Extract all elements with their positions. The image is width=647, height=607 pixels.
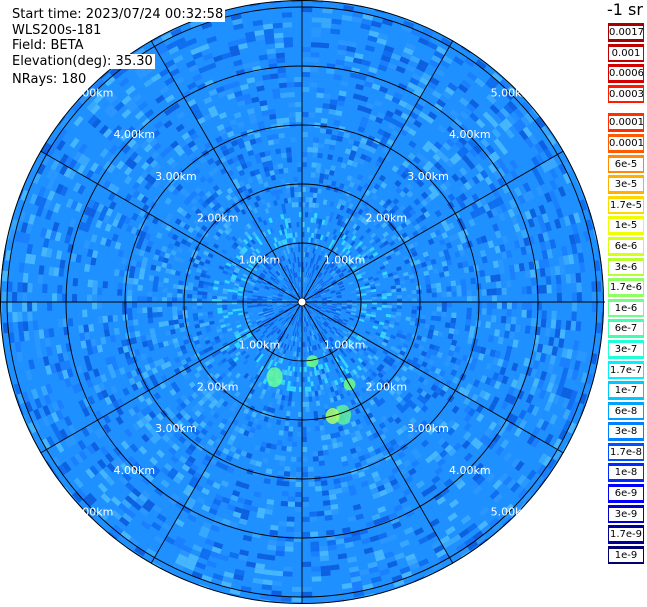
colorbar-tick-label: 1.7e-6 xyxy=(609,281,643,295)
colorbar-tick-label: 1e-9 xyxy=(609,548,643,562)
range-label: 2.00km xyxy=(366,212,408,225)
colorbar-tick-label: 0.0003 xyxy=(609,87,643,101)
colorbar-tick-label: 1.7e-5 xyxy=(609,198,643,212)
instrument-label: WLS200s-181 xyxy=(10,23,104,38)
colorbar-swatch: 3e-7 xyxy=(607,338,645,360)
range-label: 1.00km xyxy=(324,253,366,266)
colorbar-tick-label: 1e-5 xyxy=(609,219,643,233)
range-label: 5.00km xyxy=(491,87,533,100)
colorbar-swatch: 0.0003 xyxy=(607,83,645,105)
colorbar-tick-label: 6e-5 xyxy=(609,157,643,171)
start-time-label: Start time: 2023/07/24 00:32:58 xyxy=(10,7,226,22)
backscatter-patch xyxy=(266,367,283,388)
colorbar-swatch: 6e-8 xyxy=(607,400,645,422)
colorbar-swatch: 6e-5 xyxy=(607,153,645,175)
colorbar-tick-label: 0.0001 xyxy=(609,136,643,150)
azimuth-spoke xyxy=(301,150,564,303)
colorbar-tick-label: 6e-7 xyxy=(609,322,643,336)
azimuth-spoke xyxy=(301,40,454,303)
colorbar-swatch: 1e-9 xyxy=(607,544,645,566)
range-label: 4.00km xyxy=(113,464,155,477)
colorbar-swatch: 6e-7 xyxy=(607,318,645,339)
colorbar-tick-label: 1e-7 xyxy=(609,384,643,398)
range-label: 1.00km xyxy=(324,339,366,352)
backscatter-patch xyxy=(306,355,319,368)
colorbar-tick-label: 1.7e-9 xyxy=(609,528,643,542)
colorbar-swatch: 0.0017 xyxy=(607,22,645,43)
colorbar-tick-label: 0.0006 xyxy=(609,67,643,81)
colorbar-swatch: 1.7e-8 xyxy=(607,441,645,463)
colorbar-swatch: 3e-8 xyxy=(607,421,645,442)
colorbar-swatch: 1.7e-7 xyxy=(607,359,645,381)
colorbar-tick-label: 1.7e-7 xyxy=(609,363,643,377)
colorbar-swatch: 0.0001 xyxy=(607,132,645,154)
azimuth-spoke xyxy=(150,40,303,303)
azimuth-spoke xyxy=(301,301,564,454)
colorbar-tick-label: 3e-8 xyxy=(609,425,643,439)
colorbar: 0.0017 0.001 0.0006 0.0003 0.00017 0.0001 6e-5… xyxy=(607,22,647,566)
range-label: 4.00km xyxy=(113,128,155,141)
range-label: 1.00km xyxy=(239,339,281,352)
colorbar-tick-label: 1.7e-8 xyxy=(609,445,643,459)
range-label: 3.00km xyxy=(407,170,449,183)
colorbar-tick-label: 3e-7 xyxy=(609,342,643,356)
colorbar-swatch: 1.7e-9 xyxy=(607,524,645,545)
range-labels: 1.00km 1.00km 1.00km 1.00km 2.00km 2.00km 2.00… xyxy=(72,87,533,519)
radar-origin-marker xyxy=(297,297,307,307)
azimuth-spoke xyxy=(40,150,303,303)
colorbar-tick-label: 0.0017 xyxy=(609,26,643,39)
colorbar-tick-label: 0.001 xyxy=(609,46,643,60)
range-ring-grid xyxy=(0,0,605,604)
colorbar-swatch: 1e-7 xyxy=(607,380,645,401)
colorbar-tick-label: 3e-6 xyxy=(609,260,643,274)
colorbar-swatch: 3e-5 xyxy=(607,174,645,195)
colorbar-swatch: 6e-6 xyxy=(607,235,645,257)
range-label: 5.00km xyxy=(72,505,114,518)
field-label: Field: BETA xyxy=(10,38,86,53)
colorbar-tick-label: 3e-9 xyxy=(609,507,643,521)
range-label: 1.00km xyxy=(239,253,281,266)
colorbar-swatch: 0.001 xyxy=(607,42,645,64)
backscatter-patch xyxy=(335,404,352,425)
colorbar-tick-label: 1e-8 xyxy=(609,466,643,480)
colorbar-swatch: 0.00017 xyxy=(607,112,645,133)
colorbar-swatch: 1e-6 xyxy=(607,297,645,319)
nrays-label: NRays: 180 xyxy=(10,72,89,87)
elevation-label: Elevation(deg): 35.30 xyxy=(10,54,155,69)
range-label: 5.00km xyxy=(491,505,533,518)
colorbar-tick-label: 1e-6 xyxy=(609,301,643,315)
range-label: 5.00km xyxy=(72,87,114,100)
colorbar-swatch: 1.7e-6 xyxy=(607,277,645,298)
colorbar-gap xyxy=(607,104,647,112)
colorbar-units: -1 sr xyxy=(607,0,643,19)
range-label: 3.00km xyxy=(155,170,197,183)
colorbar-swatch: 6e-9 xyxy=(607,483,645,504)
colorbar-swatch: 1e-5 xyxy=(607,215,645,236)
range-label: 3.00km xyxy=(407,422,449,435)
azimuth-spoke xyxy=(301,301,454,564)
colorbar-tick-label: 6e-6 xyxy=(609,239,643,253)
colorbar-tick-label: 0.00017 xyxy=(609,116,643,130)
azimuth-spoke xyxy=(150,301,303,564)
range-label: 4.00km xyxy=(449,464,491,477)
range-label: 3.00km xyxy=(155,422,197,435)
colorbar-swatch: 0.0006 xyxy=(607,63,645,84)
range-label: 2.00km xyxy=(366,380,408,393)
colorbar-tick-label: 6e-9 xyxy=(609,487,643,501)
colorbar-tick-label: 3e-5 xyxy=(609,178,643,192)
range-label: 2.00km xyxy=(197,380,239,393)
azimuth-spoke xyxy=(40,301,303,454)
colorbar-swatch: 1.7e-5 xyxy=(607,194,645,216)
range-label: 2.00km xyxy=(197,212,239,225)
colorbar-tick-label: 6e-8 xyxy=(609,404,643,418)
range-label: 4.00km xyxy=(449,128,491,141)
colorbar-swatch: 3e-6 xyxy=(607,256,645,278)
colorbar-swatch: 1e-8 xyxy=(607,462,645,484)
colorbar-swatch: 3e-9 xyxy=(607,503,645,525)
